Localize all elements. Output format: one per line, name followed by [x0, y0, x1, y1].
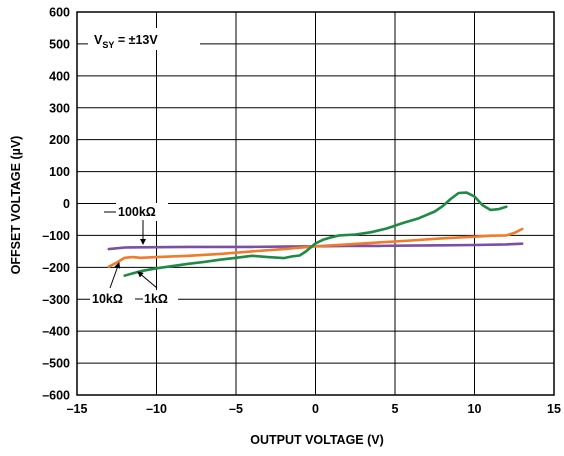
- x-tick-labels: –15 –10 –5 0 5 10 15: [67, 402, 561, 416]
- series-line-1k: [123, 191, 508, 277]
- x-tick-label: –15: [67, 402, 88, 416]
- y-tick-label: 500: [49, 37, 70, 51]
- label-10k-arrow: [109, 262, 121, 289]
- series-lines: [107, 191, 524, 277]
- supply-label-subscript: SY: [102, 40, 114, 50]
- y-tick-label: –400: [42, 325, 70, 339]
- y-tick-label: 600: [49, 6, 70, 20]
- y-tick-label: 400: [49, 69, 70, 83]
- supply-label-background: [88, 28, 200, 50]
- x-tick-label: 10: [468, 402, 482, 416]
- x-tick-label: –10: [146, 402, 167, 416]
- label-10k-background: [90, 290, 178, 308]
- y-tick-label: –200: [42, 261, 70, 275]
- grid-lines: [76, 11, 555, 396]
- y-tick-label: 300: [49, 101, 70, 115]
- label-1k-arrow: [137, 271, 158, 289]
- y-tick-label: –500: [42, 357, 70, 371]
- y-tick-label: –600: [42, 389, 70, 403]
- plot-frame: [76, 11, 555, 396]
- y-tick-label: –300: [42, 293, 70, 307]
- supply-label-value: = ±13V: [114, 33, 158, 47]
- y-tick-label: –100: [42, 229, 70, 243]
- y-tick-label: 100: [49, 165, 70, 179]
- supply-label-symbol: V: [94, 33, 103, 47]
- x-tick-label: 5: [392, 402, 399, 416]
- y-tick-labels: 600 500 400 300 200 100 0 –100 –200 –300 –400 –500 –…: [42, 6, 70, 403]
- supply-label: VSY = ±13V: [94, 33, 158, 50]
- y-axis-title: OFFSET VOLTAGE (µV): [9, 136, 23, 275]
- y-tick-label: 0: [63, 197, 70, 211]
- x-tick-label: 0: [312, 402, 319, 416]
- label-100k-background: [116, 203, 168, 221]
- label-1k: 1kΩ: [144, 292, 168, 306]
- series-line-10k: [107, 227, 524, 269]
- y-tick-label: 200: [49, 133, 70, 147]
- label-100k: 100kΩ: [118, 205, 156, 219]
- x-tick-label: 15: [547, 402, 561, 416]
- x-tick-label: –5: [229, 402, 243, 416]
- label-10k: 10kΩ: [92, 292, 123, 306]
- x-axis-title: OUTPUT VOLTAGE (V): [250, 433, 384, 447]
